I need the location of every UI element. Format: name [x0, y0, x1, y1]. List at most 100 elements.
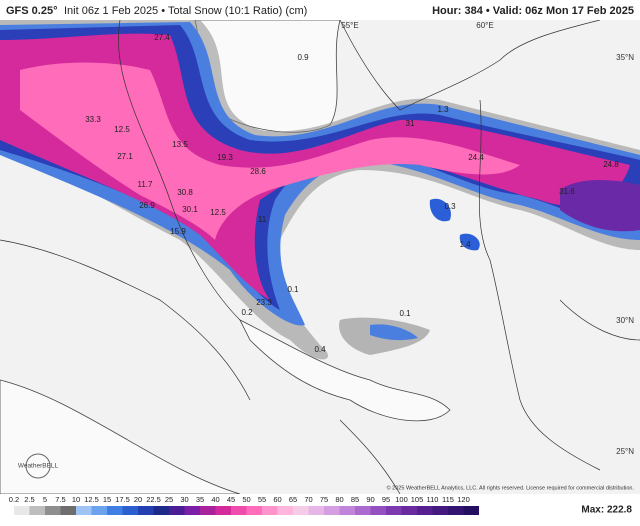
legend-tick-label: 90	[366, 495, 374, 504]
snow-value-label: 23.3	[256, 298, 272, 307]
legend-tick-label: 22.5	[146, 495, 161, 504]
snow-value-label: 0.9	[297, 53, 309, 62]
snow-value-label: 11	[258, 215, 267, 224]
legend-tick-label: 40	[211, 495, 219, 504]
legend-tick-label: 115	[442, 495, 454, 504]
snow-value-label: 12.5	[210, 208, 226, 217]
legend-swatch	[184, 506, 200, 515]
legend-tick-label: 20	[134, 495, 142, 504]
legend-swatch	[370, 506, 386, 515]
logo-icon	[25, 453, 51, 479]
snow-value-label: 15.9	[170, 227, 186, 236]
legend-tick-label: 70	[304, 495, 312, 504]
snow-value-label: 13.5	[172, 140, 188, 149]
legend-swatch	[246, 506, 262, 515]
legend-swatch	[262, 506, 278, 515]
legend-tick-label: 110	[427, 495, 439, 504]
legend-swatch	[355, 506, 371, 515]
red-sea-region	[0, 379, 241, 495]
snow-value-label: 26.9	[139, 201, 155, 210]
legend-tick-label: 120	[457, 495, 470, 504]
snow-value-label: 31	[406, 119, 415, 128]
snow-value-label: 0.1	[287, 285, 299, 294]
legend-swatch	[122, 506, 138, 515]
legend-swatch	[324, 506, 340, 515]
legend-swatch	[448, 506, 464, 515]
legend-swatch	[91, 506, 107, 515]
legend-swatch	[45, 506, 61, 515]
legend-tick-label: 7.5	[55, 495, 65, 504]
header-bar	[0, 0, 640, 20]
legend-tick-label: 100	[395, 495, 408, 504]
snow-value-label: 19.3	[217, 153, 233, 162]
run-description: Init 06z 1 Feb 2025 • Total Snow (10:1 R…	[64, 5, 307, 17]
legend-tick-label: 17.5	[115, 495, 130, 504]
legend-tick-label: 45	[227, 495, 235, 504]
legend-tick-label: 35	[196, 495, 204, 504]
legend-swatch	[107, 506, 123, 515]
snow-value-label: 0.3	[444, 202, 456, 211]
legend-tick-label: 30	[180, 495, 188, 504]
legend-swatch	[339, 506, 355, 515]
legend-swatch	[14, 506, 30, 515]
legend-swatch	[200, 506, 216, 515]
legend-tick-label: 5	[43, 495, 47, 504]
snow-value-label: 33.3	[85, 115, 101, 124]
valid-time: Hour: 384 • Valid: 06z Mon 17 Feb 2025	[432, 5, 634, 17]
legend-swatch	[60, 506, 76, 515]
legend-tick-label: 65	[289, 495, 297, 504]
legend-tick-label: 80	[335, 495, 343, 504]
legend-tick-label: 75	[320, 495, 328, 504]
grid-label: 25°N	[616, 447, 634, 456]
snow-value-label: 12.5	[114, 125, 130, 134]
snow-value-label: 0.2	[241, 308, 253, 317]
legend-swatch	[293, 506, 309, 515]
snow-value-label: 24.4	[468, 153, 484, 162]
snow-value-label: 11.7	[138, 180, 154, 189]
snow-value-label: 0.4	[314, 345, 326, 354]
legend-swatch	[76, 506, 92, 515]
map-labels: 55°E 60°E 35°N 30°N 25°N 27.4 0.9 33.3 12.5 13.5 1…	[85, 21, 634, 456]
legend-swatch	[277, 506, 293, 515]
legend-tick-label: 95	[382, 495, 390, 504]
legend-swatch	[463, 506, 479, 515]
legend-tick-label: 10	[72, 495, 80, 504]
legend-swatch	[29, 506, 45, 515]
borders	[0, 19, 640, 495]
legend-max: Max: 222.8	[581, 505, 632, 516]
snow-value-label: 30.8	[177, 188, 193, 197]
legend-tick-label: 50	[242, 495, 250, 504]
legend-tick-label: 55	[258, 495, 266, 504]
legend-tick-label: 15	[103, 495, 111, 504]
legend-tick-label: 12.5	[84, 495, 99, 504]
legend-tick-label: 25	[165, 495, 173, 504]
legend-swatch	[138, 506, 154, 515]
legend-swatch	[215, 506, 231, 515]
snow-value-label: 27.1	[117, 152, 133, 161]
legend-tick-label: 85	[351, 495, 359, 504]
legend-swatch	[417, 506, 433, 515]
grid-label: 55°E	[341, 21, 358, 30]
legend-swatch	[308, 506, 324, 515]
legend-swatch	[386, 506, 402, 515]
snow-value-label: 31.6	[559, 187, 575, 196]
grid-label: 35°N	[616, 53, 634, 62]
model-name: GFS 0.25°	[6, 5, 57, 17]
copyright: © 2025 WeatherBELL Analytics, LLC. All r…	[387, 484, 635, 491]
legend-tick-label: 2.5	[24, 495, 34, 504]
grid-label: 60°E	[476, 21, 493, 30]
legend-swatch	[169, 506, 185, 515]
snow-value-label: 28.6	[250, 167, 266, 176]
snow-value-label: 24.8	[603, 160, 619, 169]
logo: WeatherBELL	[18, 463, 59, 470]
legend-swatch	[401, 506, 417, 515]
legend-swatch	[432, 506, 448, 515]
legend-tick-label: 105	[411, 495, 424, 504]
legend-swatch	[153, 506, 169, 515]
snow-value-label: 1.4	[459, 240, 471, 249]
snow-field	[0, 20, 640, 360]
legend: 0.2 2.5 5 7.5 10 12.5 15 17.5 20 22.5 25 30 35 40 45 50…	[9, 495, 479, 515]
legend-swatch	[231, 506, 247, 515]
